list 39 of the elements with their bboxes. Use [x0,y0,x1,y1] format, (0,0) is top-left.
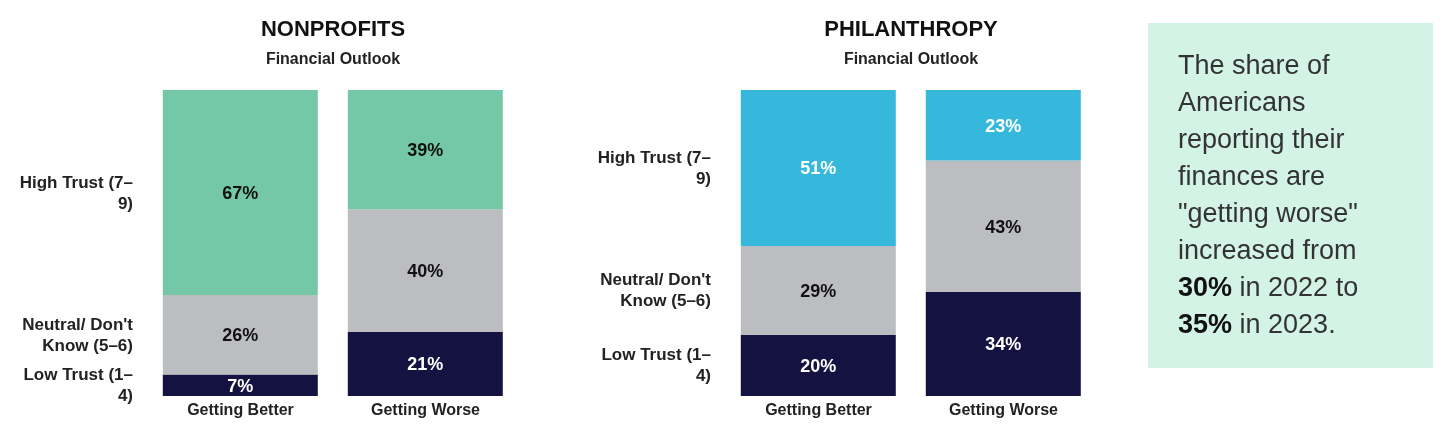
data-label: 7% [227,375,254,396]
bar [347,90,503,210]
bar [740,334,896,396]
data-label: 34% [985,334,1022,355]
x-tick-label: Getting Worse [948,401,1059,419]
bar [740,90,896,247]
data-label: 43% [985,216,1022,237]
data-label: 26% [222,325,259,346]
series-label: Neutral/ Don't Know (5–6) [21,313,133,356]
chart-title: NONPROFITS [259,16,407,42]
x-tick-label: Getting Better [187,401,294,419]
bar [162,90,318,296]
data-label: 40% [407,260,444,281]
data-label: 29% [800,280,837,301]
text: The share of Americans reporting their finances are "getting worse" increased from 30% in 2022 to 35% in 2023. [1178,50,1359,339]
series-label: Low Trust (1–4) [600,344,711,387]
chart-subtitle: Financial Outlook [842,50,980,68]
data-label: 21% [407,354,444,375]
bar [347,209,503,332]
bar [162,295,318,375]
bar [925,160,1081,292]
chart-subtitle: Financial Outlook [264,50,402,68]
bar [162,374,318,396]
bar [925,90,1081,161]
series-label: Low Trust (1–4) [22,364,133,407]
bar [740,246,896,335]
bar [925,291,1081,396]
bar [347,331,503,396]
data-label: 51% [800,158,837,179]
x-tick-label: Getting Worse [370,401,481,419]
data-label: 23% [985,115,1022,136]
data-label: 39% [407,140,444,161]
x-tick-label: Getting Better [765,401,872,419]
data-label: 20% [800,355,837,376]
data-label: 67% [222,182,259,203]
series-label: High Trust (7–9) [596,147,711,190]
series-label: High Trust (7–9) [18,171,133,214]
series-label: Neutral/ Don't Know (5–6) [599,269,711,312]
chart-title: PHILANTHROPY [823,16,999,42]
